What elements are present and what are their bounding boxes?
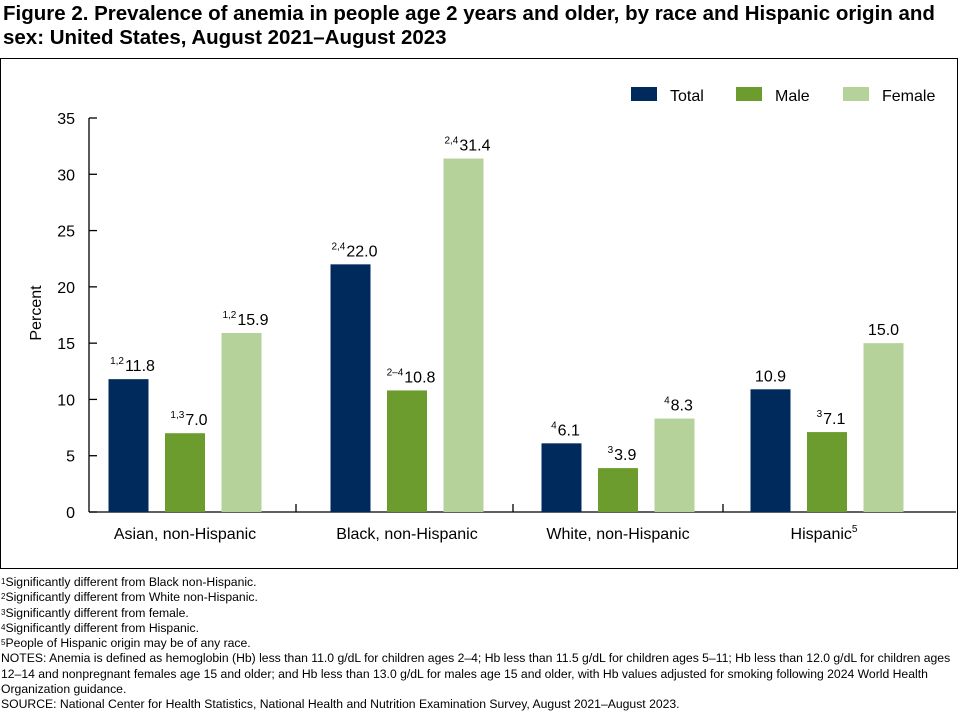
data-label-superscript: 2,4: [444, 136, 458, 147]
x-category-label: Asian, non-Hispanic: [114, 526, 256, 543]
data-label-superscript: 1,2: [222, 310, 236, 321]
bar-total-1: [108, 379, 149, 512]
footnote-marker: 4: [1, 622, 6, 632]
bar-total-2: [330, 264, 371, 512]
footnote-text: Significantly different from Black non-H…: [5, 575, 257, 589]
x-category-text: Black, non-Hispanic: [336, 526, 477, 543]
footnote-text: Significantly different from Hispanic.: [5, 620, 199, 635]
bar-male-3: [598, 468, 638, 512]
notes-text: NOTES: Anemia is defined as hemoglobin (…: [1, 651, 951, 697]
footnote-list: 1Significantly different from Black non-…: [1, 575, 959, 651]
data-label-superscript: 2–4: [387, 367, 404, 378]
y-tick-label: 25: [57, 224, 75, 241]
data-label: 1,215.9: [222, 310, 268, 329]
data-label-value: 6.1: [558, 422, 580, 439]
bar-total-4: [750, 389, 791, 512]
bar-female-2: [443, 158, 484, 513]
data-label: 2,422.0: [331, 241, 377, 260]
footnote-5: 5People of Hispanic origin may be of any…: [1, 636, 959, 651]
footnote-text: Significantly different from female.: [5, 605, 189, 620]
data-label-superscript: 1,3: [170, 410, 184, 421]
y-tick-label: 15: [57, 336, 75, 353]
footnote-2: 2Significantly different from White non-…: [1, 590, 959, 605]
data-label-superscript: 2,4: [331, 241, 345, 252]
bar-male-1: [165, 433, 205, 512]
notes-section: 1Significantly different from Black non-…: [1, 575, 959, 713]
data-label: 1,211.8: [110, 356, 155, 375]
figure-title: Figure 2. Prevalence of anemia in people…: [3, 2, 935, 49]
data-label-value: 15.9: [237, 312, 268, 329]
data-label: 37.1: [817, 409, 846, 428]
x-category-label: Black, non-Hispanic: [336, 526, 477, 543]
x-category-text: Asian, non-Hispanic: [114, 526, 256, 543]
data-label-value: 8.3: [671, 398, 693, 415]
legend-swatch-total: [631, 87, 657, 101]
x-category-text: White, non-Hispanic: [546, 526, 689, 543]
bar-male-4: [807, 432, 847, 512]
data-label-superscript: 1,2: [110, 356, 124, 367]
data-label: 33.9: [608, 445, 637, 464]
x-category-superscript: 5: [852, 524, 858, 535]
bar-female-3: [654, 418, 695, 512]
legend-swatch-male: [736, 87, 762, 101]
legend-swatch-female: [843, 87, 869, 101]
data-label-superscript: 3: [817, 409, 823, 420]
x-category-label: White, non-Hispanic: [546, 526, 689, 543]
data-label: 2,431.4: [444, 136, 490, 155]
y-tick-label: 35: [57, 111, 75, 128]
footnote-1: 1Significantly different from Black non-…: [1, 575, 959, 590]
footnote-marker: 1: [1, 577, 6, 586]
data-label-superscript: 3: [608, 445, 614, 456]
data-label: 2–410.8: [387, 367, 436, 386]
legend-label-total: Total: [670, 88, 704, 105]
footnote-text: Significantly different from White non-H…: [5, 590, 258, 605]
data-label-value: 7.1: [823, 411, 845, 428]
data-label: 46.1: [551, 420, 580, 439]
y-tick-label: 20: [57, 280, 75, 297]
bar-male-2: [387, 390, 427, 512]
data-label-value: 10.8: [404, 369, 435, 386]
x-category-label: Hispanic5: [791, 524, 858, 543]
chart-frame: 0 5 10 15 20 25 30 35 Percent 1,211.8 2,422.0 46.1 1…: [0, 58, 958, 569]
bar-total-3: [541, 443, 582, 512]
data-label-superscript: 4: [664, 396, 670, 407]
y-tick-label: 30: [57, 167, 75, 184]
footnote-3: 3Significantly different from female.: [1, 606, 959, 621]
data-label: 1,37.0: [170, 410, 207, 429]
data-label-value: 22.0: [346, 243, 377, 260]
data-label: 48.3: [664, 396, 693, 415]
footnote-text: People of Hispanic origin may be of any …: [5, 636, 251, 651]
bar-female-1: [221, 333, 262, 512]
data-label-value: 3.9: [614, 447, 636, 464]
bar-chart: 05101520253035Percent1,211.82,422.046.11…: [28, 87, 956, 543]
y-tick-label: 5: [66, 449, 75, 466]
legend-label-female: Female: [882, 88, 935, 105]
x-category-text: Hispanic: [791, 526, 852, 543]
data-label-value: 7.0: [185, 412, 207, 429]
bar-female-4: [863, 343, 904, 512]
y-tick-label: 0: [66, 505, 75, 522]
footnote-marker: 3: [1, 607, 6, 617]
data-label-superscript: 4: [551, 420, 557, 431]
data-label-value: 11.8: [125, 358, 155, 375]
footnote-marker: 2: [1, 592, 6, 602]
data-label: 10.9: [755, 368, 786, 385]
y-axis-label: Percent: [28, 285, 45, 341]
data-label-value: 31.4: [459, 138, 490, 155]
source-text: SOURCE: National Center for Health Stati…: [1, 697, 680, 712]
footnote-4: 4Significantly different from Hispanic.: [1, 621, 959, 636]
y-tick-label: 10: [57, 392, 75, 409]
data-label: 15.0: [868, 322, 899, 339]
legend-label-male: Male: [775, 88, 810, 105]
footnote-marker: 5: [1, 638, 6, 648]
